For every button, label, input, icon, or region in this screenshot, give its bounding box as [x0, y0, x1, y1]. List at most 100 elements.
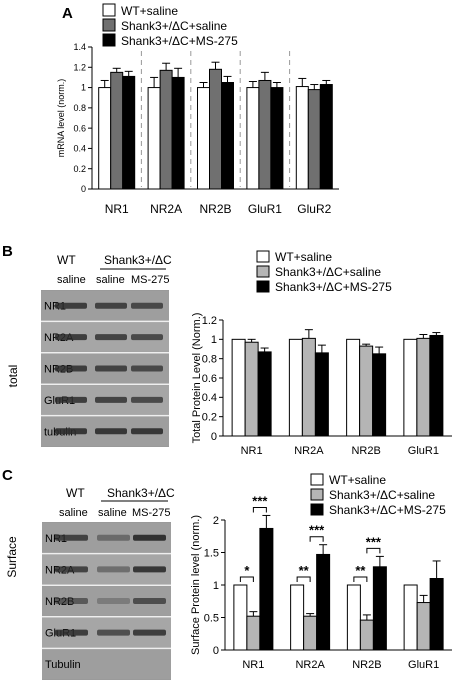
bar: [244, 341, 259, 437]
bar: [122, 75, 136, 190]
bar: [429, 578, 444, 651]
blot-c-band: [97, 534, 130, 541]
x-tick-label: NR2A: [294, 445, 324, 457]
y-tick-label: 0.2: [73, 164, 86, 174]
blot-b-band: [55, 428, 87, 435]
y-axis-label: Total Protein Level (Norm.): [191, 313, 203, 444]
legend-b-swatch-1: [256, 265, 270, 278]
legend-a-label-2: Shank3+/ΔC+MS-275: [121, 34, 238, 48]
blot-b-ms275: MS-275: [131, 274, 170, 286]
significance-mark: **: [355, 563, 366, 578]
blot-b-band: [95, 302, 127, 309]
blot-c-saline-shank: saline: [98, 507, 127, 519]
legend-b-swatch-0: [256, 250, 270, 263]
significance-bracket: [309, 536, 324, 542]
blot-c-band: [55, 534, 88, 541]
x-tick-label: GluR1: [408, 659, 439, 671]
bar: [288, 338, 303, 437]
blot-b: NR1NR2ANR2BGluR1tubulin: [41, 290, 169, 447]
blot-c-band: [133, 598, 166, 604]
x-tick-label: GluR2: [297, 202, 331, 216]
bar: [403, 338, 418, 437]
blot-b-band: [131, 365, 163, 372]
bar: [303, 615, 318, 651]
blot-b-band: [55, 365, 87, 372]
y-tick-label: 0: [211, 431, 217, 443]
blot-c-band: [55, 598, 88, 604]
y-tick-label: 0: [213, 645, 219, 657]
blot-c-shank-label: Shank3+/ΔC: [107, 486, 175, 500]
significance-mark: ***: [252, 493, 268, 508]
legend-a-swatch-0: [102, 3, 116, 17]
legend-b-label-0: WT+saline: [275, 250, 332, 264]
chart-c: 0 0.5 1 1.5 2 Surface Protein level (norm.) NR…: [190, 493, 452, 671]
x-tick-label: GluR1: [408, 445, 439, 457]
legend-c-label-0: WT+saline: [329, 473, 386, 487]
y-tick-label: 1.5: [204, 547, 219, 559]
bar: [110, 71, 124, 190]
significance-mark: **: [299, 563, 310, 578]
blot-b-band: [55, 396, 87, 403]
y-tick-label: 0.8: [202, 354, 217, 366]
blot-c-lane-4: [42, 649, 171, 679]
legend-b: WT+salineShank3+/ΔC+salineShank3+/ΔC+MS-…: [256, 250, 392, 294]
legend-a-swatch-1: [102, 18, 116, 32]
y-tick-label: 1.4: [73, 42, 86, 52]
legend-a-label-0: WT+saline: [121, 4, 178, 18]
significance-mark: *: [244, 563, 250, 578]
legend-c-swatch-1: [310, 488, 324, 501]
blot-b-total-label: total: [6, 365, 20, 388]
x-tick-label: NR2B: [352, 659, 381, 671]
y-tick-label: 1.2: [73, 62, 86, 72]
legend-a-swatch-2: [102, 33, 116, 47]
blot-b-saline-shank: saline: [96, 274, 125, 286]
blot-c-row-label-4: Tubulin: [45, 659, 81, 671]
blot-b-band: [55, 302, 87, 309]
blot-c-surface-label: Surface: [5, 536, 19, 578]
bar: [147, 87, 161, 190]
y-axis-label: Surface Protein level (norm.): [190, 515, 202, 655]
bar: [221, 82, 234, 190]
significance-mark: ***: [309, 523, 325, 538]
bar: [98, 87, 112, 190]
blot-b-band: [131, 428, 163, 435]
y-tick-label: 0.5: [204, 612, 219, 624]
blot-c-band: [133, 629, 166, 636]
bar: [359, 619, 374, 651]
legend-a-label-1: Shank3+/ΔC+saline: [121, 19, 227, 33]
bar: [246, 615, 261, 651]
bar: [372, 353, 387, 437]
y-axis-label: mRNA level (norm.): [56, 79, 66, 158]
blot-b-shank-label: Shank3+/ΔC: [104, 253, 172, 267]
legend-b-label-1: Shank3+/ΔC+saline: [275, 265, 381, 279]
bar: [270, 87, 284, 190]
bar: [159, 69, 173, 190]
bar: [307, 89, 321, 190]
blot-c-band: [97, 629, 130, 636]
y-tick-label: 1.2: [202, 315, 217, 327]
bar: [429, 334, 444, 437]
panel-label-b: B: [2, 243, 13, 260]
chart-a: 0 0.2 0.4 0.6 0.8 1 1.2 1.4 mRNA level (norm.) NR…: [56, 42, 339, 216]
bar: [246, 87, 260, 190]
legend-c-swatch-0: [310, 473, 324, 486]
blot-b-band: [131, 302, 163, 309]
blot-c-wt-label: WT: [66, 486, 85, 500]
significance-mark: ***: [366, 534, 382, 549]
bar: [346, 338, 361, 437]
x-tick-label: NR1: [241, 445, 263, 457]
bar: [416, 337, 431, 437]
panel-label-c: C: [2, 467, 13, 484]
bar: [319, 84, 333, 190]
bar: [231, 338, 246, 437]
blot-b-band: [95, 334, 127, 341]
blot-c-band: [55, 629, 88, 636]
blot-b-band: [131, 334, 163, 341]
y-tick-label: 1: [213, 580, 219, 592]
x-tick-label: GluR1: [248, 202, 282, 216]
y-tick-label: 0.2: [202, 412, 217, 424]
legend-a: WT+salineShank3+/ΔC+salineShank3+/ΔC+MS-…: [102, 3, 238, 48]
bar: [359, 345, 374, 437]
